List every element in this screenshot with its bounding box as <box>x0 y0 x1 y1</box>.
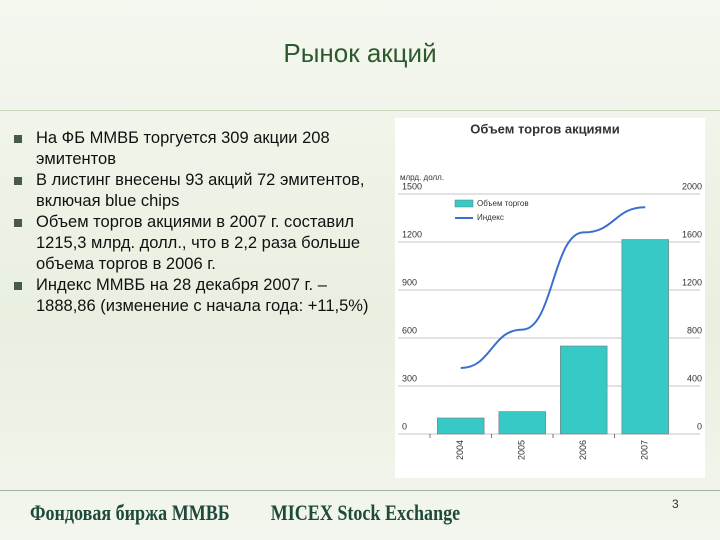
y2-tick-label: 2000 <box>682 181 702 191</box>
y2-tick-label: 1200 <box>682 277 702 287</box>
index-line <box>460 206 646 369</box>
bullet-list: На ФБ ММВБ торгуется 309 акции 208 эмите… <box>14 128 374 317</box>
y-tick-label: 1200 <box>402 229 422 239</box>
bar <box>437 417 485 435</box>
bar <box>560 345 608 435</box>
footer-divider <box>0 490 720 491</box>
x-tick-label: 2007 <box>640 440 650 460</box>
y-axis-label: млрд. долл. <box>400 173 444 182</box>
logo-en: MICEX Stock Exchange <box>270 500 461 525</box>
legend-swatch <box>454 199 474 208</box>
y2-tick-label: 800 <box>687 325 702 335</box>
page-number: 3 <box>672 497 679 511</box>
divider <box>0 110 720 111</box>
bullet: Индекс ММВБ на 28 декабря 2007 г. – 1888… <box>14 275 374 317</box>
y-tick-label: 600 <box>402 325 417 335</box>
y2-tick-label: 400 <box>687 373 702 383</box>
slide-title: Рынок акций <box>283 38 437 68</box>
footer-logo: Фондовая биржа ММВБ MICEX Stock Exchange <box>30 500 501 526</box>
bullet: На ФБ ММВБ торгуется 309 акции 208 эмите… <box>14 128 374 170</box>
logo-ru: Фондовая биржа ММВБ <box>30 500 230 525</box>
x-tick-label: 2005 <box>517 440 527 460</box>
bullet: В листинг внесены 93 акций 72 эмитентов,… <box>14 170 374 212</box>
x-tick-label: 2006 <box>578 440 588 460</box>
chart-title: Объем торгов акциями <box>470 121 620 136</box>
bar <box>621 239 669 435</box>
bullet: Объем торгов акциями в 2007 г. составил … <box>14 212 374 275</box>
x-tick-label: 2004 <box>455 440 465 460</box>
legend-label: Объем торгов <box>477 199 529 208</box>
legend-label: Индекс <box>477 213 504 222</box>
y-tick-label: 900 <box>402 277 417 287</box>
y-tick-label: 0 <box>402 421 407 431</box>
bar <box>498 411 546 435</box>
y-tick-label: 300 <box>402 373 417 383</box>
y2-tick-label: 1600 <box>682 229 702 239</box>
y2-tick-label: 0 <box>697 421 702 431</box>
y-tick-label: 1500 <box>402 181 422 191</box>
